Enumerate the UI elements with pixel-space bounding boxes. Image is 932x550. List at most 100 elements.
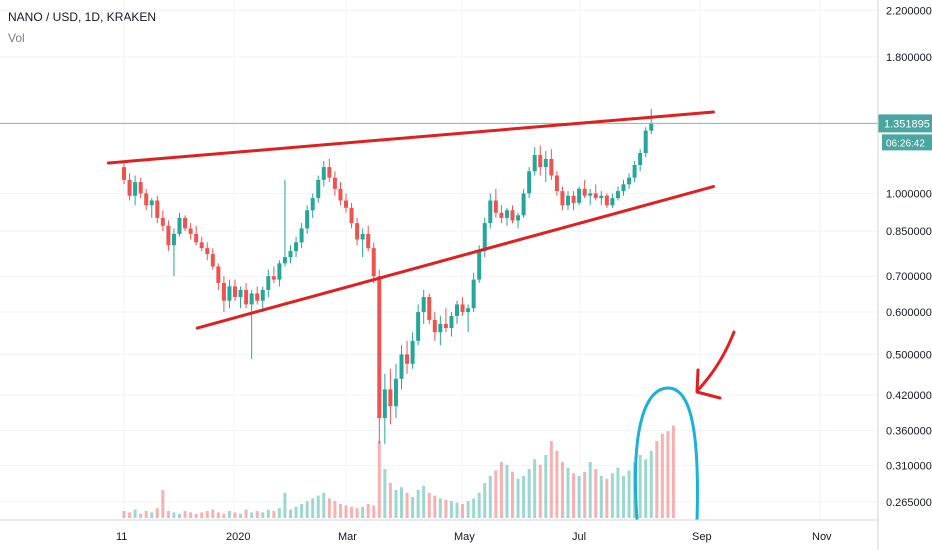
volume-bars (122, 425, 675, 518)
candle-body (144, 193, 149, 206)
candle-body (582, 188, 587, 196)
volume-bar (599, 476, 603, 518)
volume-bar (455, 502, 459, 518)
date-tick-label: May (454, 531, 475, 543)
candle-body (122, 167, 126, 180)
candle-body (649, 123, 654, 131)
candle-body (349, 207, 354, 224)
price-tick-label: 1.800000 (886, 52, 932, 64)
candle-body (305, 210, 310, 229)
candle-body (360, 233, 365, 240)
volume-bar (655, 441, 659, 518)
candle-body (566, 195, 570, 206)
price-tick-label: 1.000000 (886, 188, 932, 200)
candle-body (227, 286, 232, 301)
volume-bar (233, 512, 237, 518)
arrow-shaft (696, 330, 736, 392)
candle-body (588, 193, 593, 196)
candle-body (477, 251, 482, 280)
volume-bar (627, 470, 631, 518)
price-tick-label: 0.500000 (886, 349, 932, 361)
candle-body (294, 242, 299, 252)
candle-body (332, 177, 337, 189)
candle-body (205, 248, 210, 255)
volume-bar (477, 492, 481, 518)
volume-bar (155, 508, 159, 518)
volume-bar (449, 501, 453, 518)
candle-body (344, 200, 348, 208)
volume-bar (300, 504, 304, 518)
chart-title: NANO / USD, 1D, KRAKEN (8, 10, 157, 24)
candle-body (593, 193, 598, 199)
candle-body (504, 210, 509, 218)
volume-bar (133, 509, 137, 518)
candle-body (188, 228, 193, 234)
candle-body (366, 233, 371, 249)
candle-body (255, 293, 260, 301)
candle-body (138, 182, 143, 194)
candle-body (194, 233, 199, 243)
volume-bar (427, 492, 431, 518)
candle-body (316, 179, 321, 199)
candle-body (233, 286, 237, 298)
candle-body (643, 130, 648, 154)
volume-bar (227, 511, 231, 518)
volume-bar (383, 469, 387, 518)
volume-bar (122, 511, 126, 518)
volume-bar (189, 512, 193, 518)
volume-bar (461, 504, 465, 518)
candle-body (216, 266, 221, 283)
volume-bar (400, 487, 403, 518)
candle-body (438, 323, 443, 333)
volume-bar (527, 469, 531, 518)
date-tick-label: 11 (116, 531, 127, 543)
volume-bar (616, 467, 620, 518)
candle-body (638, 153, 643, 166)
volume-bar (405, 492, 409, 518)
candle-body (166, 225, 171, 246)
date-tick-label: 2020 (226, 531, 250, 543)
candle-body (221, 282, 226, 301)
candle-body (471, 279, 476, 309)
volume-bar (266, 509, 270, 518)
volume-bar (333, 501, 337, 518)
candle-body (560, 191, 565, 206)
date-tick-label: Jul (572, 531, 586, 543)
candle-body (516, 215, 521, 221)
candle-body (493, 200, 498, 213)
candle-body (599, 195, 604, 199)
candle-body (171, 233, 176, 246)
volume-bar (610, 473, 614, 518)
candle-body (277, 263, 282, 280)
volume-bar (411, 497, 415, 518)
volume-bar (572, 473, 576, 518)
volume-bar (588, 462, 592, 518)
volume-bar (522, 476, 526, 518)
candle-body (288, 251, 293, 258)
volume-bar (144, 511, 148, 518)
volume-bar (305, 501, 309, 518)
volume-bar (211, 509, 215, 518)
candle-body (127, 179, 132, 196)
annotations: 1.351895 06:26:42 (0, 110, 932, 521)
price-tick-label: 0.420000 (886, 390, 932, 402)
volume-bar (433, 495, 437, 518)
price-tick-label: 0.360000 (886, 426, 932, 438)
volume-bar (272, 511, 276, 518)
candle-body (282, 257, 287, 264)
volume-bar (283, 492, 287, 518)
candle-body (371, 248, 376, 277)
candle-body (410, 340, 415, 364)
candle-body (133, 182, 138, 196)
candle-body (482, 223, 487, 252)
candle-body (377, 276, 382, 419)
candle-body (299, 228, 304, 243)
volume-bar (172, 512, 176, 518)
volume-bar (466, 501, 470, 518)
candle-body (249, 293, 254, 305)
volume-bar (255, 511, 259, 518)
time-axis: 11 2020 Mar May Jul Sep Nov (0, 519, 878, 543)
volume-bar (494, 470, 498, 518)
volume-bar (311, 498, 315, 518)
